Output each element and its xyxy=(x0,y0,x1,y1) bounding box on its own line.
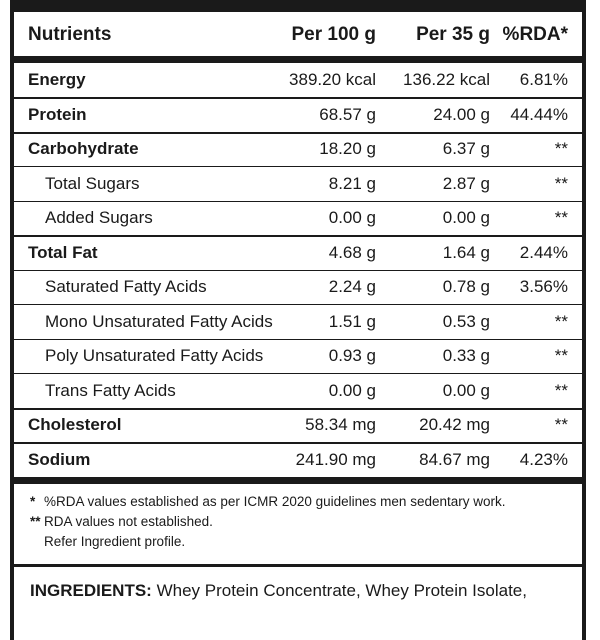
nutrient-name: Added Sugars xyxy=(45,208,153,227)
value-rda: 2.44% xyxy=(519,242,568,262)
row-divider xyxy=(14,407,582,410)
nutrient-name: Poly Unsaturated Fatty Acids xyxy=(45,346,264,365)
footnote-rda-established: * %RDA values established as per ICMR 202… xyxy=(30,492,506,512)
row-divider xyxy=(14,373,582,374)
table-row: Poly Unsaturated Fatty Acids 0.93 g 0.33 g… xyxy=(14,339,582,373)
value-rda: ** xyxy=(554,380,568,400)
ingredients-line: INGREDIENTS: Whey Protein Concentrate, W… xyxy=(30,578,527,604)
footnote-rda-not-established-text: RDA values not established. xyxy=(44,514,213,529)
value-per-100g: 2.24 g xyxy=(328,277,376,296)
value-per-35g: 20.42 mg xyxy=(419,415,490,434)
value-per-35g: 1.64 g xyxy=(442,242,490,262)
value-per-100g: 389.20 kcal xyxy=(289,70,376,89)
header-per-35g: Per 35 g xyxy=(416,24,490,45)
table-bottom-divider xyxy=(14,477,582,484)
value-per-100g: 58.34 mg xyxy=(305,415,376,434)
value-per-100g: 241.90 mg xyxy=(295,449,376,469)
row-divider xyxy=(14,200,582,202)
row-divider xyxy=(14,338,582,340)
row-divider xyxy=(14,235,582,237)
footnote-double-asterisk: ** xyxy=(30,514,41,529)
value-per-100g: 1.51 g xyxy=(328,311,376,331)
value-rda: ** xyxy=(554,139,568,158)
value-per-100g: 0.00 g xyxy=(328,380,376,400)
value-rda: 6.81% xyxy=(519,70,568,89)
value-per-100g: 18.20 g xyxy=(319,139,376,158)
value-per-35g: 136.22 kcal xyxy=(403,70,490,89)
table-row: Carbohydrate 18.20 g 6.37 g ** xyxy=(14,132,582,166)
nutrient-name: Sodium xyxy=(28,449,91,469)
footnotes: * %RDA values established as per ICMR 202… xyxy=(30,492,506,552)
row-divider xyxy=(14,166,582,167)
header-divider xyxy=(14,56,582,63)
header-rda: %RDA* xyxy=(502,24,568,45)
table-row: Added Sugars 0.00 g 0.00 g ** xyxy=(14,201,582,235)
value-rda: 44.44% xyxy=(510,104,568,124)
nutrient-name: Total Fat xyxy=(28,242,98,262)
top-border-bar xyxy=(10,0,586,12)
row-divider xyxy=(14,269,582,271)
value-per-100g: 4.68 g xyxy=(328,242,376,262)
table-row: Saturated Fatty Acids 2.24 g 0.78 g 3.56% xyxy=(14,270,582,304)
nutrient-name: Mono Unsaturated Fatty Acids xyxy=(45,311,273,331)
row-divider xyxy=(14,131,582,134)
nutrient-name: Trans Fatty Acids xyxy=(45,380,176,400)
table-row: Trans Fatty Acids 0.00 g 0.00 g ** xyxy=(14,374,582,408)
nutrient-name: Total Sugars xyxy=(45,173,140,193)
table-row: Total Sugars 8.21 g 2.87 g ** xyxy=(14,167,582,201)
value-rda: 3.56% xyxy=(519,277,568,296)
table-row: Protein 68.57 g 24.00 g 44.44% xyxy=(14,98,582,132)
table-row: Sodium 241.90 mg 84.67 mg 4.23% xyxy=(14,443,582,477)
value-per-100g: 8.21 g xyxy=(328,173,376,193)
footnote-rda-not-established: ** RDA values not established. xyxy=(30,512,506,532)
value-per-100g: 0.00 g xyxy=(328,208,376,227)
row-divider xyxy=(14,442,582,444)
value-per-35g: 0.00 g xyxy=(442,380,490,400)
value-rda: ** xyxy=(554,173,568,193)
table-header-row: Nutrients Per 100 g Per 35 g %RDA* xyxy=(14,18,582,52)
footnote-refer-ingredient: Refer Ingredient profile. xyxy=(44,534,186,549)
value-rda: ** xyxy=(554,208,568,227)
row-divider xyxy=(14,97,582,99)
table-row: Energy 389.20 kcal 136.22 kcal 6.81% xyxy=(14,63,582,97)
value-rda: 4.23% xyxy=(519,449,568,469)
value-per-35g: 24.00 g xyxy=(433,104,490,124)
table-row: Cholesterol 58.34 mg 20.42 mg ** xyxy=(14,408,582,442)
header-per-100g: Per 100 g xyxy=(291,24,377,45)
value-per-35g: 6.37 g xyxy=(442,139,490,158)
nutrition-label-frame xyxy=(10,0,586,640)
value-per-35g: 0.33 g xyxy=(442,346,490,365)
nutrient-name: Protein xyxy=(28,104,87,124)
value-per-100g: 68.57 g xyxy=(319,104,376,124)
footnote-rda-established-text: %RDA values established as per ICMR 2020… xyxy=(44,494,506,509)
value-rda: ** xyxy=(554,346,568,365)
row-divider xyxy=(14,304,582,305)
value-per-35g: 84.67 mg xyxy=(419,449,490,469)
table-row: Mono Unsaturated Fatty Acids 1.51 g 0.53 g… xyxy=(14,305,582,339)
nutrient-name: Carbohydrate xyxy=(28,139,139,158)
nutrient-name: Energy xyxy=(28,70,86,89)
nutrient-name: Cholesterol xyxy=(28,415,122,434)
value-rda: ** xyxy=(554,311,568,331)
value-per-35g: 0.00 g xyxy=(442,208,490,227)
ingredients-text: Whey Protein Concentrate, Whey Protein I… xyxy=(156,581,527,600)
value-per-100g: 0.93 g xyxy=(328,346,376,365)
header-nutrients: Nutrients xyxy=(28,24,112,45)
value-per-35g: 0.78 g xyxy=(442,277,490,296)
nutrient-name: Saturated Fatty Acids xyxy=(45,277,207,296)
value-per-35g: 0.53 g xyxy=(442,311,490,331)
value-rda: ** xyxy=(554,415,568,434)
footnote-asterisk: * xyxy=(30,494,36,509)
value-per-35g: 2.87 g xyxy=(442,173,490,193)
table-row: Total Fat 4.68 g 1.64 g 2.44% xyxy=(14,236,582,270)
ingredients-divider xyxy=(14,564,582,567)
ingredients-title: INGREDIENTS: xyxy=(30,581,152,600)
